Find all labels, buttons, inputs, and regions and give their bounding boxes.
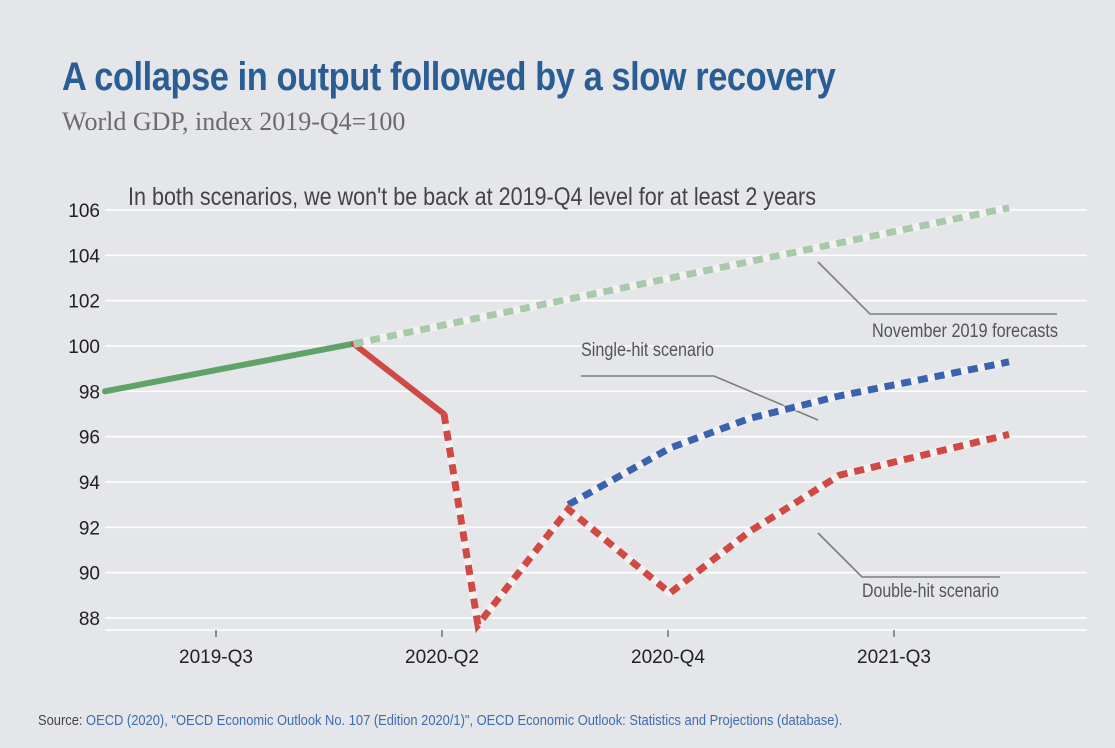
annotation-label: Single-hit scenario xyxy=(581,340,714,361)
series-single-hit-scenario-line xyxy=(566,358,1010,508)
series-initial-decline-line xyxy=(350,340,447,417)
source-label: Source: xyxy=(38,712,83,729)
y-tick-label: 104 xyxy=(68,246,100,267)
chart-subtitle: World GDP, index 2019-Q4=100 xyxy=(62,107,406,136)
leader-line-single-hit xyxy=(581,375,819,421)
leader-line-double-hit xyxy=(817,532,1000,578)
chart-headline: In both scenarios, we won't be back at 2… xyxy=(128,183,816,211)
x-tick-label: 2019-Q3 xyxy=(179,647,253,668)
annotation-label: November 2019 forecasts xyxy=(872,321,1058,342)
y-tick-label: 90 xyxy=(79,564,100,585)
y-tick-label: 102 xyxy=(68,292,100,313)
series-single-hit-scenario-casing xyxy=(566,357,1010,509)
annotation-label: Double-hit scenario xyxy=(862,581,999,602)
y-tick-label: 94 xyxy=(79,473,101,494)
x-tick-label: 2020-Q4 xyxy=(631,647,705,668)
source-note: Source: OECD (2020), "OECD Economic Outl… xyxy=(38,712,842,729)
x-tick-label: 2020-Q2 xyxy=(405,647,479,668)
x-tick-label: 2021-Q3 xyxy=(857,647,931,668)
series-november-2019-forecasts-line xyxy=(352,204,1010,348)
y-tick-label: 100 xyxy=(68,337,100,358)
y-tick-label: 98 xyxy=(79,382,100,403)
series-double-hit-scenario-line xyxy=(440,413,1010,634)
y-tick-label: 96 xyxy=(79,428,100,449)
series-history-line xyxy=(102,340,357,395)
source-link[interactable]: OECD (2020), "OECD Economic Outlook No. … xyxy=(86,712,843,729)
y-tick-label: 92 xyxy=(79,518,100,539)
y-tick-label: 88 xyxy=(79,609,100,630)
leader-line-nov2019 xyxy=(817,261,1057,315)
chart-title: A collapse in output followed by a slow … xyxy=(62,55,836,99)
y-tick-label: 106 xyxy=(68,201,100,222)
